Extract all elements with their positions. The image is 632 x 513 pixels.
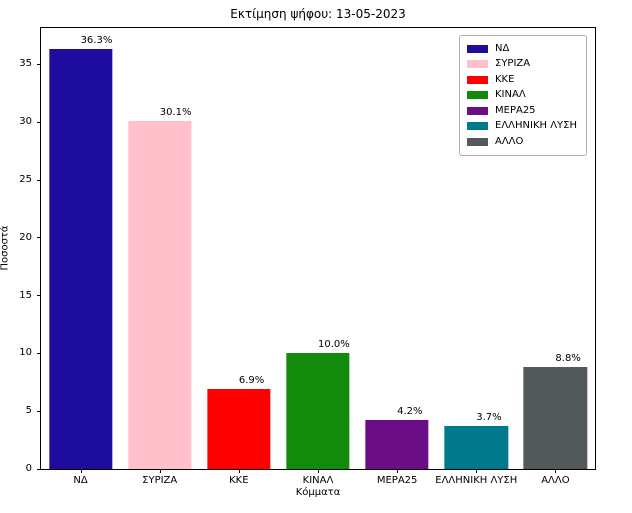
x-tick-mark-7 [555, 469, 557, 473]
legend-item-6: ΕΛΛΗΝΙΚΗ ΛΥΣΗ [467, 119, 577, 135]
y-tick-label-10: 10 [19, 347, 32, 359]
legend-label-7: ΑΛΛΟ [495, 135, 524, 147]
x-tick-mark-5 [397, 469, 399, 473]
y-tick-mark-line-30 [37, 121, 41, 123]
x-tick-label-3: ΚΚΕ [229, 475, 249, 486]
y-tick-label-0: 0 [25, 463, 32, 474]
legend-swatch-2 [467, 60, 488, 69]
legend-label-4: ΚΙΝΑΛ [495, 89, 526, 101]
legend-label-5: ΜΕΡΑ25 [495, 104, 536, 116]
bar-value-label-4: 10.0% [317, 339, 350, 351]
y-tick-label-25: 25 [19, 174, 32, 186]
bar-6 [444, 426, 508, 469]
bar-slot-3: 6.9% ΚΚΕ [199, 28, 278, 486]
x-tick-label-7: ΑΛΛΟ [541, 475, 570, 486]
legend-swatch-5 [467, 106, 488, 115]
legend-item-7: ΑΛΛΟ [467, 134, 577, 150]
bar-slot-7: 8.8% ΑΛΛΟ [516, 28, 595, 486]
bar-2 [128, 121, 192, 469]
y-tick-label-35: 35 [19, 58, 32, 70]
legend-swatch-4 [467, 91, 488, 100]
chart-title: Εκτίμηση ψήφου: 13-05-2023 [230, 7, 406, 21]
y-tick-label-20: 20 [19, 231, 32, 243]
y-tick-25: 25 [19, 175, 41, 185]
x-tick-mark-4 [317, 469, 319, 473]
bar-value-label-3: 6.9% [238, 375, 265, 387]
y-tick-mark-line-35 [37, 63, 41, 65]
bar-slot-6: 3.7% ΕΛΛΗΝΙΚΗ ΛΥΣΗ [435, 28, 517, 486]
x-tick-label-1: ΝΔ [73, 475, 88, 486]
bar-slot-5: 4.2% ΜΕΡΑ25 [358, 28, 437, 486]
y-tick-label-5: 5 [25, 405, 32, 417]
x-tick-mark-1 [80, 469, 82, 473]
y-tick-5: 5 [26, 406, 41, 416]
legend: ΝΔ ΣΥΡΙΖΑ ΚΚΕ ΚΙΝΑΛ ΜΕΡΑ25 ΕΛΛΗΝΙΚΗ ΛΥΣΗ ΑΛΛΟ [459, 35, 587, 156]
bar-slot-4: 10.0% ΚΙΝΑΛ [278, 28, 357, 486]
y-tick-mark-line-25 [37, 179, 41, 181]
bar-slot-2: 30.1% ΣΥΡΙΖΑ [120, 28, 199, 486]
bar-3 [207, 389, 271, 469]
legend-swatch-7 [467, 137, 488, 146]
y-tick-0: 0 [26, 464, 41, 474]
x-tick-label-2: ΣΥΡΙΖΑ [142, 475, 178, 486]
x-tick-mark-3 [238, 469, 240, 473]
legend-item-2: ΣΥΡΙΖΑ [467, 57, 577, 73]
legend-label-3: ΚΚΕ [495, 73, 515, 85]
y-tick-mark-line-20 [37, 237, 41, 239]
bar-slot-1: 36.3% ΝΔ [41, 28, 120, 486]
legend-item-3: ΚΚΕ [467, 72, 577, 88]
legend-item-4: ΚΙΝΑΛ [467, 88, 577, 104]
y-tick-mark-line-5 [37, 410, 41, 412]
bar-5 [365, 420, 429, 469]
legend-swatch-1 [467, 44, 488, 53]
x-tick-mark-6 [476, 469, 478, 473]
y-tick-mark-line-15 [37, 295, 41, 297]
legend-label-2: ΣΥΡΙΖΑ [495, 58, 531, 70]
y-tick-label-15: 15 [19, 289, 32, 301]
plot-area: 36.3% ΝΔ 30.1% ΣΥΡΙΖΑ 6.9% ΚΚΕ 10.0% ΚΙΝΑΛ 4.2% Μ… [19, 27, 596, 486]
bar-value-label-7: 8.8% [555, 353, 581, 365]
bar-1 [48, 49, 113, 469]
y-tick-mark-line-10 [37, 352, 41, 354]
bars-container: 36.3% ΝΔ 30.1% ΣΥΡΙΖΑ 6.9% ΚΚΕ 10.0% ΚΙΝΑΛ 4.2% Μ… [41, 28, 595, 486]
x-tick-label-4: ΚΙΝΑΛ [302, 475, 334, 486]
y-tick-15: 15 [19, 289, 41, 301]
x-tick-label-6: ΕΛΛΗΝΙΚΗ ΛΥΣΗ [435, 475, 518, 486]
bar-value-label-6: 3.7% [476, 412, 502, 424]
bar-4 [286, 353, 350, 469]
y-tick-label-30: 30 [19, 116, 32, 128]
legend-label-6: ΕΛΛΗΝΙΚΗ ΛΥΣΗ [495, 120, 577, 132]
y-tick-30: 30 [19, 117, 41, 127]
bar-value-label-1: 36.3% [80, 35, 113, 47]
y-tick-20: 20 [19, 231, 41, 243]
bar-7 [523, 367, 588, 469]
legend-item-1: ΝΔ [467, 41, 577, 57]
legend-label-1: ΝΔ [495, 42, 510, 54]
y-tick-35: 35 [19, 59, 41, 69]
legend-item-5: ΜΕΡΑ25 [467, 103, 577, 119]
x-tick-label-5: ΜΕΡΑ25 [376, 475, 418, 486]
legend-swatch-6 [467, 122, 488, 131]
y-tick-mark-line-0 [37, 468, 41, 470]
bar-value-label-2: 30.1% [159, 107, 192, 119]
bar-value-label-5: 4.2% [397, 406, 423, 418]
y-axis-title: Ποσοστά [0, 225, 11, 271]
x-tick-mark-2 [159, 469, 161, 473]
x-axis-title: Κόμματα [295, 487, 341, 498]
y-tick-10: 10 [19, 348, 41, 358]
legend-swatch-3 [467, 75, 488, 84]
